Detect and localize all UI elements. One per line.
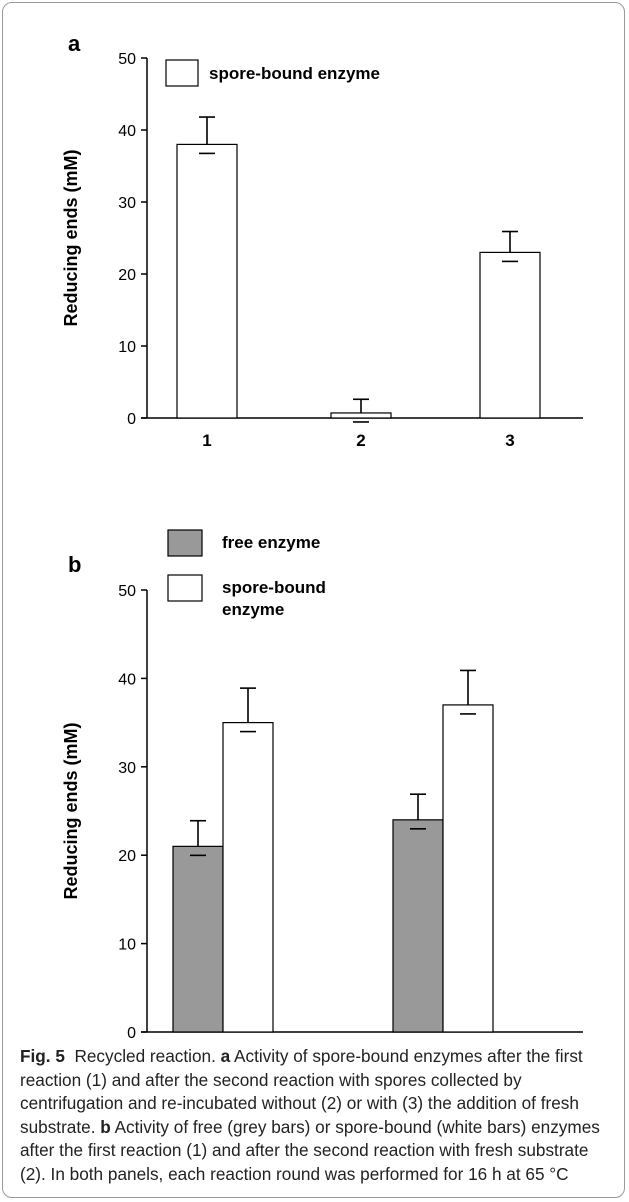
y-tick-label: 0	[127, 1025, 136, 1040]
x-tick-label: 3	[505, 431, 514, 450]
bar-spore-bound-enzyme-3	[479, 251, 541, 419]
legend-label: spore-bound enzyme	[209, 64, 380, 83]
x-tick-label: 2	[356, 431, 365, 450]
legend-label: free enzyme	[222, 533, 320, 552]
caption-panel-b-label: b	[100, 1116, 111, 1137]
y-tick-label: 30	[118, 195, 136, 212]
panel-label: b	[68, 552, 81, 577]
bar-free-enzyme-2	[392, 819, 444, 1033]
legend-label: spore-bound	[222, 578, 326, 597]
bar-spore-bound-enzyme-1	[222, 721, 274, 1033]
caption-panel-a-text: Activity of spore-bound enzymes after th…	[20, 1046, 583, 1137]
legend-label: enzyme	[222, 600, 284, 619]
y-tick-label: 0	[127, 411, 136, 428]
caption-title: Recycled reaction.	[74, 1046, 216, 1066]
figure-caption: Fig. 5 Recycled reaction. a Activity of …	[20, 1045, 615, 1187]
legend-swatch	[167, 574, 203, 602]
y-tick-label: 40	[118, 123, 136, 140]
bar-spore-bound-enzyme-1	[176, 143, 238, 419]
y-tick-label: 50	[118, 583, 136, 600]
panel-label: a	[68, 31, 81, 56]
chart-panel-a: a 0 10 20 30 40 50 Reducing ends (mM) 1 2 3 spore-b…	[61, 31, 583, 450]
y-tick-label: 30	[118, 760, 136, 777]
y-tick-label: 40	[118, 671, 136, 688]
caption-panel-b-text: Activity of free (grey bars) or spore-bo…	[20, 1116, 600, 1184]
caption-fig-label: Fig. 5	[20, 1046, 65, 1066]
figure-charts: a 0 10 20 30 40 50 Reducing ends (mM) 1 2 3 spore-b…	[61, 31, 583, 1040]
caption-panel-a-label: a	[220, 1046, 231, 1066]
y-tick-label: 10	[118, 937, 136, 954]
y-axis-label: Reducing ends (mM)	[61, 722, 81, 899]
bar-free-enzyme-1	[172, 845, 224, 1033]
legend-swatch	[165, 59, 199, 87]
bar-spore-bound-enzyme-2	[442, 704, 494, 1033]
y-tick-label: 50	[118, 51, 136, 68]
x-tick-label: 1	[202, 431, 211, 450]
legend-swatch	[167, 529, 203, 557]
y-tick-label: 20	[118, 267, 136, 284]
y-tick-label: 10	[118, 339, 136, 356]
bar-spore-bound-enzyme-2	[330, 412, 392, 419]
y-axis-label: Reducing ends (mM)	[61, 149, 81, 326]
y-tick-label: 20	[118, 848, 136, 865]
